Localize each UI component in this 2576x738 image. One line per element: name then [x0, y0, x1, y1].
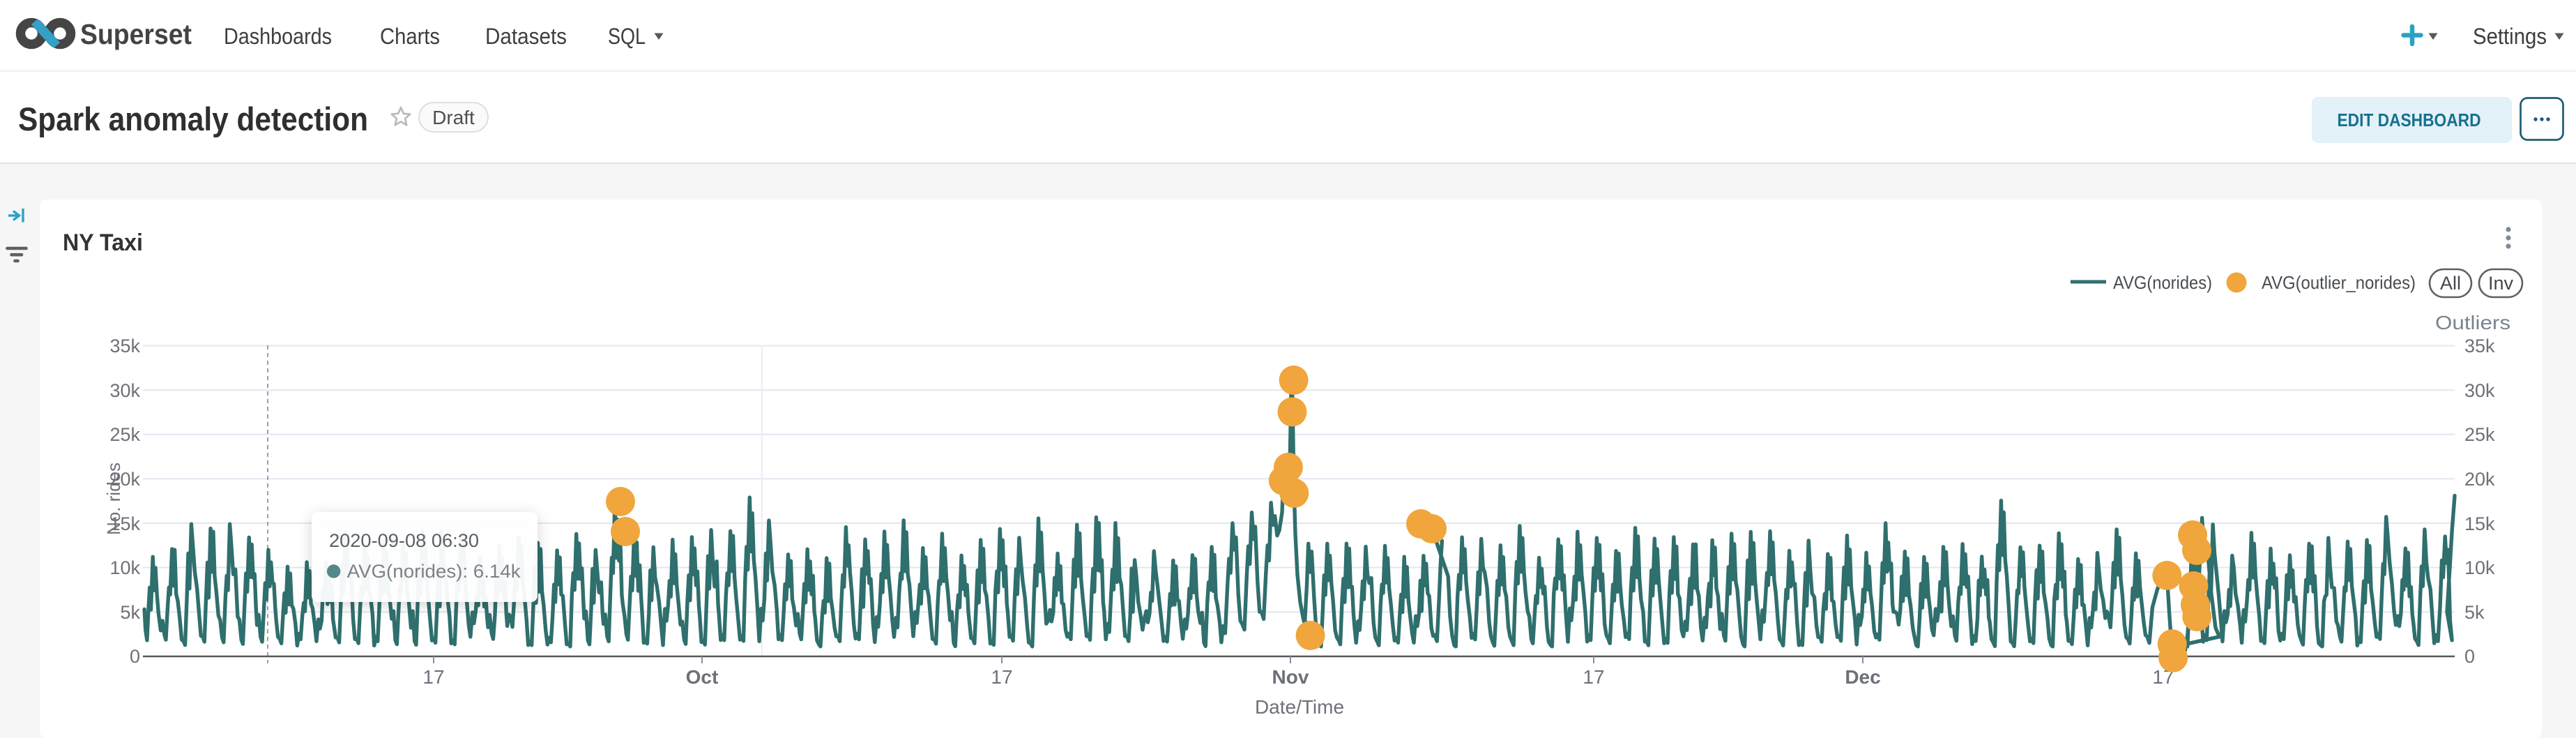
svg-text:0: 0 — [130, 646, 140, 667]
svg-text:10k: 10k — [2464, 557, 2495, 578]
svg-text:Superset: Superset — [80, 18, 192, 50]
svg-text:2020-09-08 06:30: 2020-09-08 06:30 — [329, 530, 479, 551]
svg-text:17: 17 — [991, 666, 1012, 688]
svg-text:25k: 25k — [109, 424, 140, 445]
svg-text:25k: 25k — [2464, 424, 2495, 445]
svg-text:30k: 30k — [109, 380, 140, 401]
svg-text:SQL: SQL — [608, 24, 646, 49]
svg-text:AVG(norides): AVG(norides) — [2113, 272, 2212, 293]
svg-text:17: 17 — [422, 666, 444, 688]
svg-text:NY Taxi: NY Taxi — [63, 229, 143, 256]
svg-text:20k: 20k — [109, 469, 140, 490]
svg-text:Dashboards: Dashboards — [224, 24, 332, 49]
svg-text:AVG(outlier_norides): AVG(outlier_norides) — [2262, 272, 2416, 293]
svg-text:Date/Time: Date/Time — [1255, 696, 1344, 718]
svg-text:No. rides: No. rides — [103, 462, 124, 535]
svg-text:15k: 15k — [2464, 513, 2495, 534]
svg-text:0: 0 — [2464, 646, 2475, 667]
svg-text:Settings: Settings — [2473, 24, 2547, 49]
svg-text:Nov: Nov — [1272, 666, 1309, 688]
svg-text:15k: 15k — [109, 513, 140, 534]
svg-text:10k: 10k — [109, 557, 140, 578]
svg-text:All: All — [2440, 273, 2461, 294]
svg-text:EDIT DASHBOARD: EDIT DASHBOARD — [2338, 110, 2481, 130]
svg-text:Outliers: Outliers — [2435, 312, 2510, 333]
svg-text:Dec: Dec — [1845, 666, 1880, 688]
svg-text:5k: 5k — [120, 602, 140, 623]
svg-text:17: 17 — [1583, 666, 1604, 688]
svg-text:20k: 20k — [2464, 469, 2495, 490]
svg-text:5k: 5k — [2464, 602, 2485, 623]
svg-text:35k: 35k — [109, 336, 140, 356]
svg-text:30k: 30k — [2464, 380, 2495, 401]
svg-text:Charts: Charts — [380, 24, 440, 49]
svg-text:Spark anomaly detection: Spark anomaly detection — [18, 100, 368, 137]
svg-text:35k: 35k — [2464, 336, 2495, 356]
svg-text:Oct: Oct — [686, 666, 719, 688]
svg-text:Draft: Draft — [432, 107, 475, 128]
svg-text:Inv: Inv — [2488, 273, 2514, 294]
svg-text:AVG(norides): 6.14k: AVG(norides): 6.14k — [347, 561, 521, 582]
svg-text:Datasets: Datasets — [485, 24, 567, 49]
